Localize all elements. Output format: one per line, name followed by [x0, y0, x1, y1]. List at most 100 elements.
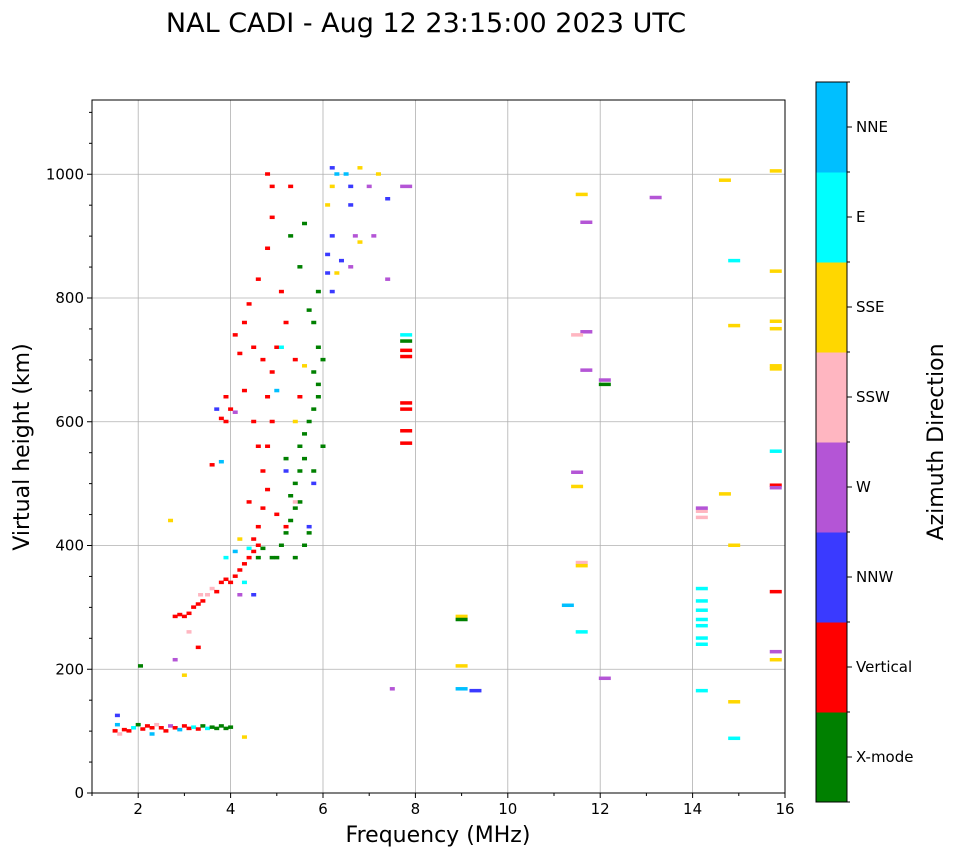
- x-tick-label: 6: [318, 800, 328, 818]
- data-point-w: [172, 657, 178, 662]
- data-point-ssw: [209, 586, 215, 591]
- data-point-vertical: [200, 599, 206, 603]
- data-point-x-mode: [311, 407, 317, 411]
- data-point-ssw: [186, 630, 192, 634]
- data-point-e: [223, 555, 229, 560]
- data-point-vertical: [214, 589, 220, 594]
- data-point-e: [695, 617, 708, 622]
- data-point-x-mode: [223, 726, 229, 731]
- colorbar-swatch-e: [816, 172, 847, 263]
- data-point-vertical: [265, 395, 271, 399]
- data-point-e: [131, 726, 137, 730]
- data-point-x-mode: [255, 555, 261, 560]
- data-point-sse: [728, 700, 741, 704]
- data-point-vertical: [269, 215, 275, 220]
- data-point-sse: [329, 184, 335, 189]
- data-point-vertical: [241, 562, 247, 566]
- data-point-x-mode: [306, 531, 312, 535]
- data-point-nne: [232, 549, 238, 554]
- data-point-e: [728, 736, 741, 741]
- data-point-vertical: [769, 483, 782, 487]
- x-axis-label: Frequency (MHz): [346, 823, 531, 848]
- data-point-nnw: [251, 593, 257, 597]
- data-point-w: [580, 220, 593, 225]
- x-tick-label: 4: [226, 800, 236, 818]
- data-point-x-mode: [292, 481, 298, 486]
- data-point-ssw: [205, 593, 210, 597]
- x-tick-label: 14: [683, 800, 702, 818]
- data-point-e: [769, 449, 782, 453]
- data-point-x-mode: [311, 370, 317, 374]
- data-point-w: [580, 330, 593, 334]
- data-point-nne: [274, 388, 280, 393]
- data-point-ssw: [695, 515, 708, 520]
- data-point-x-mode: [283, 531, 289, 535]
- data-point-sse: [718, 178, 731, 182]
- data-point-vertical: [251, 419, 257, 424]
- colorbar-tick-label: SSW: [856, 388, 890, 406]
- data-point-w: [571, 470, 584, 474]
- data-point-e: [205, 726, 210, 731]
- data-point-x-mode: [306, 419, 312, 424]
- data-point-vertical: [251, 537, 257, 541]
- data-point-sse: [728, 543, 741, 547]
- data-point-sse: [357, 240, 363, 244]
- colorbar-swatch-nnw: [816, 532, 847, 623]
- data-point-vertical: [274, 512, 280, 517]
- data-point-x-mode: [288, 494, 294, 498]
- data-point-vertical: [237, 568, 243, 572]
- data-point-x-mode: [135, 722, 141, 727]
- data-point-vertical: [255, 444, 261, 448]
- data-point-w: [598, 378, 611, 382]
- data-point-vertical: [278, 289, 284, 294]
- data-point-vertical: [195, 645, 201, 650]
- data-point-vertical: [297, 395, 303, 399]
- data-point-e: [400, 333, 413, 337]
- data-point-nnw: [329, 234, 335, 238]
- data-point-vertical: [186, 611, 192, 616]
- data-point-w: [769, 485, 782, 490]
- data-point-vertical: [228, 407, 234, 411]
- data-point-vertical: [172, 614, 178, 619]
- data-point-x-mode: [288, 234, 294, 238]
- data-point-e: [695, 608, 708, 612]
- data-point-sse: [334, 271, 340, 275]
- data-point-vertical: [186, 726, 192, 731]
- data-point-vertical: [265, 487, 271, 492]
- data-point-x-mode: [214, 726, 220, 731]
- data-point-vertical: [251, 345, 257, 349]
- data-point-x-mode: [260, 546, 266, 551]
- data-point-sse: [769, 364, 782, 368]
- data-point-nne: [177, 727, 183, 732]
- y-axis: 0 200 400 600 800 1000: [46, 111, 92, 802]
- data-point-sse: [357, 166, 363, 170]
- data-point-w: [237, 593, 243, 597]
- data-point-ssw: [571, 333, 584, 337]
- data-point-vertical: [209, 463, 215, 467]
- data-point-sse: [769, 319, 782, 324]
- data-point-vertical: [191, 605, 197, 609]
- data-point-vertical: [260, 469, 266, 473]
- data-point-ssw: [695, 509, 708, 513]
- data-point-nne: [114, 722, 120, 727]
- colorbar-swatch-x-mode: [816, 712, 847, 803]
- data-point-sse: [237, 537, 243, 541]
- data-point-ssw: [154, 722, 160, 727]
- data-point-sse: [181, 673, 187, 677]
- data-point-e: [695, 586, 708, 591]
- data-point-vertical: [255, 277, 261, 281]
- x-axis: 2 4 6 8 10 12 14 16: [91, 793, 795, 818]
- colorbar-swatch-ssw: [816, 352, 847, 443]
- colorbar-swatch-w: [816, 442, 847, 533]
- data-point-sse: [769, 657, 782, 662]
- data-point-sse: [769, 169, 782, 173]
- data-point-nnw: [469, 688, 482, 693]
- data-point-vertical: [274, 345, 280, 349]
- data-point-vertical: [241, 388, 247, 393]
- data-point-w: [400, 184, 413, 189]
- data-point-sse: [168, 518, 174, 523]
- colorbar-frame: [815, 81, 848, 803]
- data-point-vertical: [269, 419, 275, 424]
- grid: [92, 100, 786, 794]
